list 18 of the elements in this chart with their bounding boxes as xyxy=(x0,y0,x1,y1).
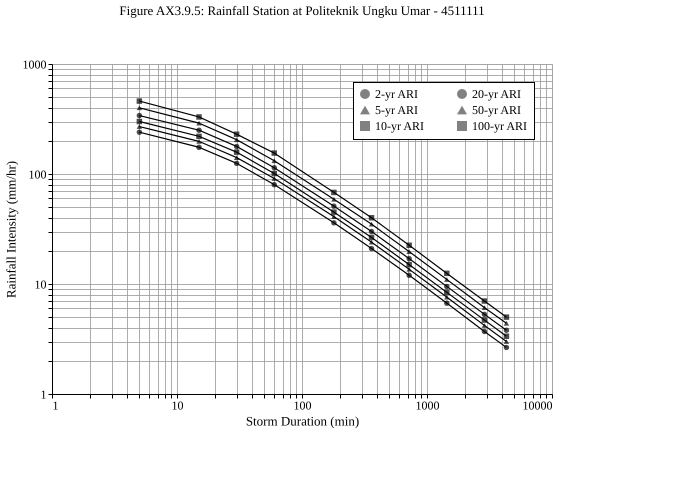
chart-title: Figure AX3.9.5: Rainfall Station at Politeknik Ungku Umar - 4511111 xyxy=(119,3,485,18)
legend-label: 50-yr ARI xyxy=(472,103,521,117)
x-tick-label: 100 xyxy=(294,398,312,412)
y-tick-label: 1 xyxy=(40,388,46,402)
x-tick-label: 1000 xyxy=(416,398,440,412)
x-tick-label: 1 xyxy=(52,398,58,412)
x-tick-label: 10000 xyxy=(522,398,552,412)
legend-label: 5-yr ARI xyxy=(375,103,418,117)
legend-label: 10-yr ARI xyxy=(375,119,424,133)
y-axis-title: Rainfall Intensity (mm/hr) xyxy=(4,160,18,298)
legend-label: 2-yr ARI xyxy=(375,87,418,101)
y-tick-label: 10 xyxy=(34,278,46,292)
x-axis-title: Storm Duration (min) xyxy=(246,414,360,428)
y-tick-label: 100 xyxy=(28,168,46,182)
legend-label: 100-yr ARI xyxy=(472,119,527,133)
legend-label: 20-yr ARI xyxy=(472,87,521,101)
x-tick-label: 10 xyxy=(172,398,184,412)
y-tick-label: 1000 xyxy=(22,58,46,72)
